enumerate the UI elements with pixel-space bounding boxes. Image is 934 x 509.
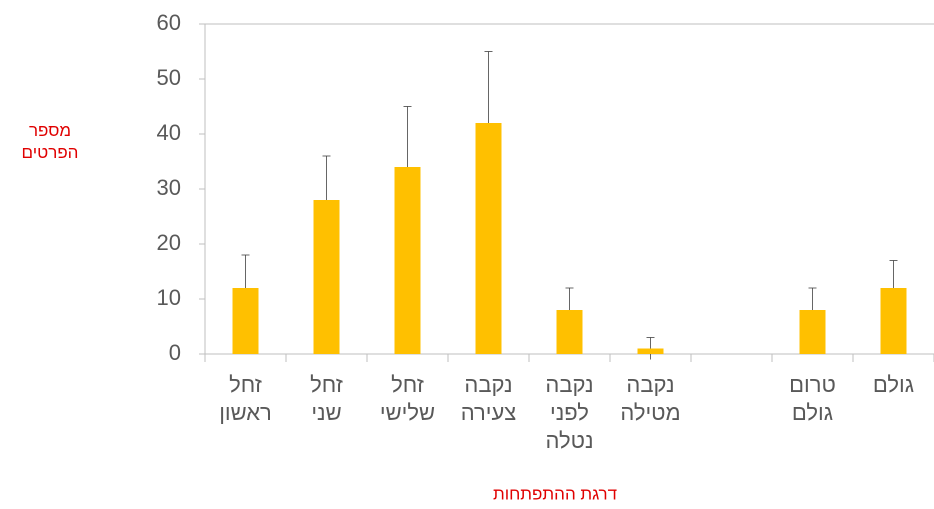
bar (556, 310, 583, 354)
x-tick-label: זחל ראשון (219, 372, 272, 425)
x-tick-label: נקבה לפני נטלה (545, 372, 593, 453)
bar (880, 288, 907, 354)
x-tick-label: זחל שלישי (380, 372, 435, 425)
x-tick-label: נקבה צעירה (461, 372, 517, 425)
bar (637, 348, 664, 354)
y-tick-label: 40 (157, 120, 181, 145)
bar (394, 167, 421, 354)
y-axis-title: מספר הפרטים (22, 121, 79, 162)
x-tick-label: גולם (873, 372, 914, 397)
x-axis-title: דרגת ההתפתחות (493, 484, 617, 503)
y-tick-label: 60 (157, 10, 181, 35)
bar (475, 123, 502, 354)
bar (313, 200, 340, 354)
y-tick-label: 10 (157, 285, 181, 310)
bar (799, 310, 826, 354)
x-tick-label: זחל שני (310, 372, 343, 425)
y-tick-label: 20 (157, 230, 181, 255)
x-tick-label: נקבה מטילה (620, 372, 680, 425)
x-tick-label: טרום גולם (789, 372, 836, 425)
bar (232, 288, 259, 354)
y-tick-label: 50 (157, 65, 181, 90)
y-tick-label: 0 (169, 340, 181, 365)
y-tick-label: 30 (157, 175, 181, 200)
